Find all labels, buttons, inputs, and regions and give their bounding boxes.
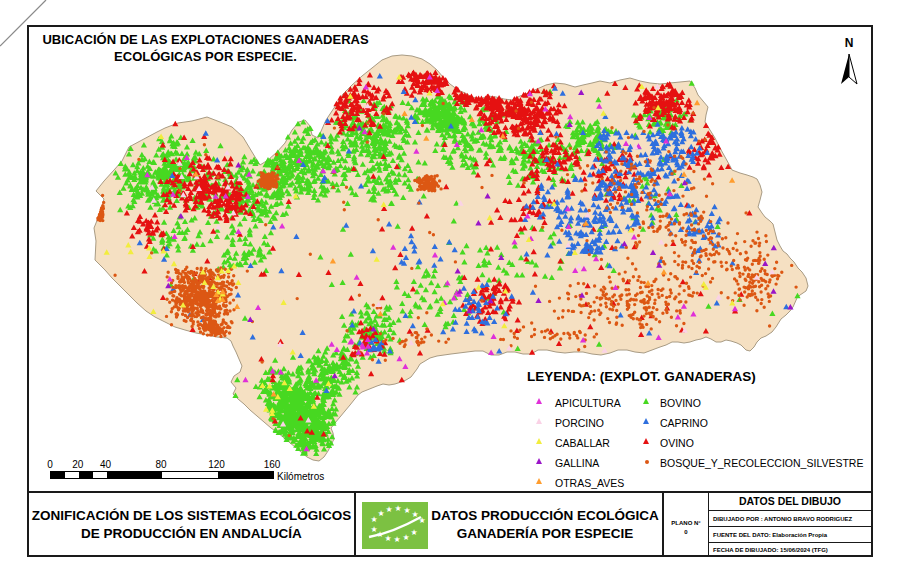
map-sheet: { "title": { "line1": "UBICACIÓN DE LAS … [0,0,900,582]
scale-tick-80: 80 [155,459,166,470]
footer-center-title: DATOS PRODUCCIÓN ECOLÓGICA GANADERÍA POR… [428,507,662,543]
scale-tick-20: 20 [72,459,83,470]
svg-text:★: ★ [403,506,410,515]
footer-left-line2: DE PRODUCCIÓN EN ANDALUCÍA [29,525,354,543]
svg-text:★: ★ [394,504,401,513]
svg-text:★: ★ [393,535,400,544]
ovino-legend-marker [643,438,649,444]
svg-text:★: ★ [377,509,384,518]
footer-left-line1: ZONIFICACIÓN DE LOS SISTEMAS ECOLÓGICOS [29,507,354,525]
north-arrow-icon [830,36,868,92]
scale-tick-0: 0 [47,459,53,470]
map-title: UBICACIÓN DE LAS EXPLOTACIONES GANADERAS… [33,31,378,65]
scale-unit: Kilómetros [277,471,324,482]
legend: LEYENDA: (EXPLOT. GANADERAS) APICULTURAP… [527,369,872,384]
svg-text:★: ★ [384,534,391,543]
bosque_y_recoleccion_silvestre-legend-label: BOSQUE_Y_RECOLECCION_SILVESTRE [660,457,863,469]
gallina-legend-label: GALLINA [555,457,599,469]
north-arrow: N [830,36,868,92]
plano-cell: PLANO N° 0 [664,493,709,557]
svg-text:★: ★ [410,528,417,537]
table-row-date: FECHA DE DIBUJADO: 15/06/2024 (TFG) [709,543,871,557]
apicultura-legend-marker [536,398,542,404]
legend-title: LEYENDA: (EXPLOT. GANADERAS) [527,369,872,384]
scale-tick-40: 40 [100,459,111,470]
apicultura-legend-label: APICULTURA [555,397,621,409]
table-row-source: FUENTE DEL DATO: Elaboración Propia [709,527,871,543]
svg-text:★: ★ [402,533,409,542]
plano-label: PLANO N° [671,519,700,528]
footer-center-line2: GANADERÍA POR ESPECIE [428,525,662,543]
otras_aves-legend-label: OTRAS_AVES [555,477,624,489]
svg-text:★: ★ [376,530,383,539]
map-title-line2: ECOLÓGICAS POR ESPECIE. [33,48,378,65]
caprino-legend-label: CAPRINO [660,417,708,429]
eu-organic-leaf-icon: ★★★★★★★ ★★★★★★ [362,502,428,549]
bovino-legend-marker [643,398,649,404]
eu-organic-logo: ★★★★★★★ ★★★★★★ [362,502,428,549]
gallina-legend-marker [536,458,542,464]
caballar-legend-marker [536,438,542,444]
otras_aves-legend-marker [536,478,542,484]
footer-center-line1: DATOS PRODUCCIÓN ECOLÓGICA [428,507,662,525]
scale-bar-segments [50,471,274,479]
bosque_y_recoleccion_silvestre-legend-marker [645,460,649,464]
porcino-legend-label: PORCINO [555,417,604,429]
map-title-line1: UBICACIÓN DE LAS EXPLOTACIONES GANADERAS [33,31,378,48]
svg-text:★: ★ [418,516,425,525]
caprino-legend-marker [643,418,649,424]
bovino-legend-label: BOVINO [660,397,701,409]
caballar-legend-label: CABALLAR [555,437,610,449]
scale-bar: 0 20 40 80 120 160 Kilómetros [34,459,334,489]
scale-tick-160: 160 [264,459,281,470]
table-title: DATOS DEL DIBUJO [709,493,871,511]
footer-center: ★★★★★★★ ★★★★★★ DATOS PRODUCCIÓN ECOLÓGIC… [356,493,662,557]
plano-value: 0 [684,528,687,537]
footer-left-title: ZONIFICACIÓN DE LOS SISTEMAS ECOLÓGICOS … [29,493,356,557]
ovino-legend-label: OVINO [660,437,694,449]
table-row-author: DIBUJADO POR : ANTONIO BRAVO RODRIGUEZ [709,511,871,527]
footer-bar: ZONIFICACIÓN DE LOS SISTEMAS ECOLÓGICOS … [29,491,871,557]
porcino-legend-marker [536,418,542,424]
drawing-data-table: PLANO N° 0 DATOS DEL DIBUJO DIBUJADO POR… [662,493,871,557]
scale-tick-120: 120 [208,459,225,470]
svg-text:★: ★ [385,505,392,514]
